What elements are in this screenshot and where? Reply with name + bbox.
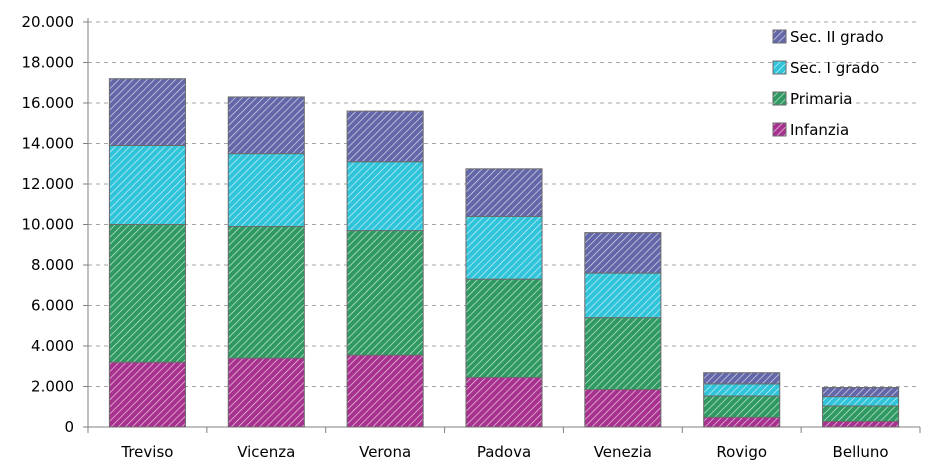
legend-swatch-sec-ii-grado (772, 29, 787, 44)
axes: 0 2.000 4.000 6.000 8.000 10.000 12.000 14.000 1… (22, 13, 921, 436)
bar-treviso-primaria (108, 224, 186, 363)
bar-verona-infanzia (346, 354, 424, 428)
bar-treviso-infanzia (108, 361, 186, 428)
bar-verona-primaria (346, 230, 424, 356)
bar-vicenza-infanzia (227, 357, 305, 428)
y-tick-label: 2.000 (31, 378, 74, 396)
bar-belluno-infanzia (822, 420, 900, 428)
bar-treviso-sec-ii-grado (108, 78, 186, 147)
x-tick-label: Treviso (120, 443, 173, 461)
y-tick-label: 4.000 (31, 337, 74, 355)
bar-belluno-primaria (822, 405, 900, 422)
legend-label-sec-i-grado: Sec. I grado (790, 59, 879, 77)
bar-venezia-sec-i-grado (584, 272, 662, 319)
x-tick-label: Verona (359, 443, 411, 461)
y-tick-label: 20.000 (22, 13, 75, 31)
y-tick-label: 0 (64, 418, 74, 436)
bar-venezia-sec-ii-grado (584, 232, 662, 274)
bars (108, 78, 900, 428)
bar-vicenza-sec-i-grado (227, 153, 305, 228)
bar-treviso-sec-i-grado (108, 145, 186, 225)
bar-rovigo-sec-ii-grado (703, 372, 781, 385)
bar-padova-primaria (465, 278, 543, 378)
bar-rovigo-primaria (703, 395, 781, 418)
bar-venezia-primaria (584, 317, 662, 391)
y-tick-label: 6.000 (31, 297, 74, 315)
bar-vicenza-sec-ii-grado (227, 96, 305, 155)
legend-label-sec-ii-grado: Sec. II grado (790, 28, 884, 46)
bar-vicenza-primaria (227, 226, 305, 359)
x-tick-label: Belluno (833, 443, 889, 461)
legend-label-primaria: Primaria (790, 90, 852, 108)
legend: Sec. II grado Sec. I grado Primaria Infanzi… (772, 28, 884, 139)
bar-rovigo-sec-i-grado (703, 383, 781, 397)
x-tick-label: Venezia (594, 443, 652, 461)
bar-venezia-infanzia (584, 389, 662, 428)
x-tick-label: Padova (477, 443, 531, 461)
legend-swatch-primaria (772, 91, 787, 106)
x-tick-label: Rovigo (716, 443, 767, 461)
bar-padova-infanzia (465, 376, 543, 428)
x-tick-label: Vicenza (237, 443, 295, 461)
bar-belluno-sec-ii-grado (822, 387, 900, 398)
bar-belluno-sec-i-grado (822, 396, 900, 407)
legend-swatch-sec-i-grado (772, 60, 787, 75)
y-tick-label: 12.000 (22, 175, 75, 193)
y-tick-label: 18.000 (22, 54, 75, 72)
bar-verona-sec-ii-grado (346, 110, 424, 163)
y-tick-label: 8.000 (31, 256, 74, 274)
bar-padova-sec-i-grado (465, 215, 543, 280)
y-tick-label: 14.000 (22, 135, 75, 153)
bar-padova-sec-ii-grado (465, 168, 543, 217)
bar-verona-sec-i-grado (346, 161, 424, 232)
y-tick-label: 10.000 (22, 216, 75, 234)
legend-label-infanzia: Infanzia (790, 121, 849, 139)
category-labels: Treviso Vicenza Verona Padova Venezia Rovigo B… (120, 443, 888, 461)
legend-swatch-infanzia (772, 122, 787, 137)
bar-rovigo-infanzia (703, 416, 781, 428)
y-tick-label: 16.000 (22, 94, 75, 112)
